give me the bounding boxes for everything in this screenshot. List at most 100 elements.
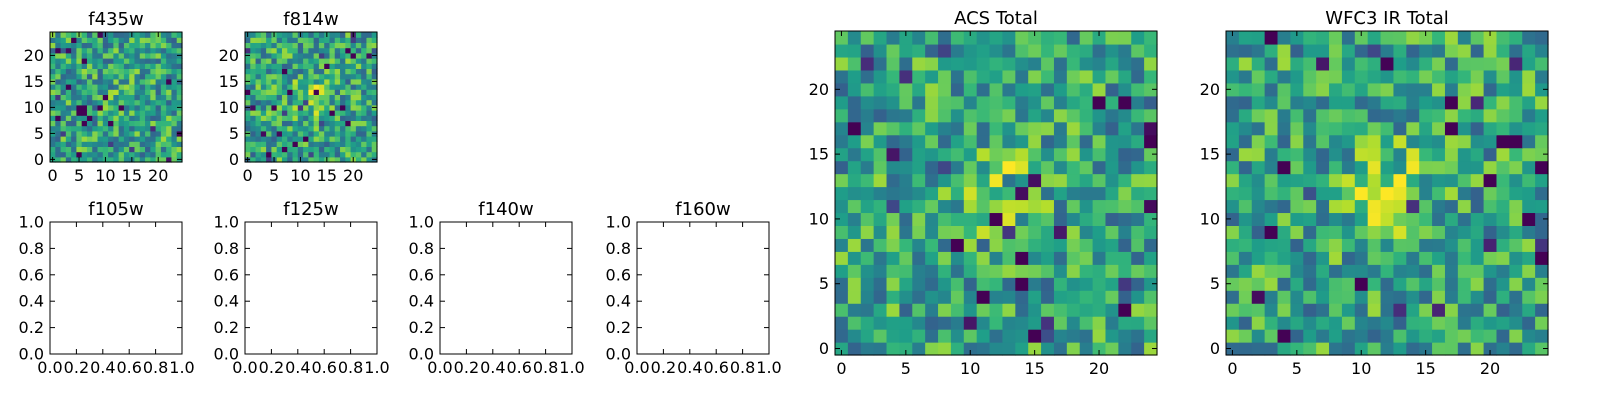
heatmap-cell: [361, 37, 368, 43]
heatmap-cell: [1380, 134, 1395, 149]
heatmap-cell: [129, 110, 136, 116]
heatmap-cell: [150, 125, 157, 132]
heatmap-cell: [1432, 121, 1446, 136]
heatmap-cell: [139, 37, 146, 43]
heatmap-cell: [118, 68, 125, 75]
y-tick-label: 10: [809, 209, 829, 228]
heatmap-cell: [276, 151, 283, 158]
heatmap-cell: [50, 136, 56, 142]
heatmap-cell: [1444, 121, 1459, 136]
heatmap-cell: [340, 115, 346, 121]
heatmap-cell: [245, 115, 251, 121]
heatmap-cell: [318, 94, 325, 101]
heatmap-cell: [287, 84, 294, 90]
heatmap-cell: [60, 141, 67, 147]
heatmap-cell: [1329, 147, 1343, 162]
heatmap-cell: [113, 58, 120, 64]
heatmap-cell: [313, 146, 320, 153]
heatmap-cell: [166, 130, 173, 137]
heatmap-cell: [71, 146, 77, 153]
heatmap-cell: [324, 78, 331, 85]
heatmap-cell: [371, 47, 378, 54]
heatmap-cell: [1131, 342, 1145, 356]
heatmap-cell: [963, 316, 978, 330]
heatmap-cell: [847, 69, 862, 84]
heatmap-cell: [176, 63, 183, 69]
heatmap-cell: [1316, 56, 1330, 71]
heatmap-cell: [71, 47, 77, 54]
heatmap-cell: [308, 136, 315, 142]
heatmap-cell: [1535, 316, 1549, 330]
heatmap-cell: [350, 52, 357, 59]
heatmap-cell: [313, 52, 320, 59]
heatmap-cell: [925, 225, 939, 239]
heatmap-cell: [108, 151, 114, 158]
heatmap-cell: [1118, 134, 1132, 149]
heatmap-cell: [938, 316, 952, 330]
heatmap-cell: [329, 58, 336, 64]
heatmap-cell: [303, 89, 309, 95]
heatmap-cell: [297, 68, 304, 75]
heatmap-cell: [1226, 316, 1240, 330]
heatmap-cell: [847, 264, 862, 278]
heatmap-cell: [350, 94, 357, 101]
heatmap-cell: [1041, 134, 1055, 149]
heatmap-cell: [345, 130, 352, 137]
heatmap-cell: [86, 47, 93, 54]
heatmap-cell: [1105, 134, 1119, 149]
heatmap-cell: [1264, 329, 1279, 343]
heatmap-cell: [60, 110, 67, 116]
heatmap-cell: [1238, 82, 1253, 97]
heatmap-cell: [1316, 160, 1330, 175]
heatmap-cell: [1483, 290, 1498, 304]
heatmap-cell: [1496, 277, 1510, 291]
heatmap-cell: [1105, 31, 1119, 45]
heatmap-cell: [345, 141, 352, 147]
heatmap-cell: [1380, 199, 1395, 214]
heatmap-cell: [886, 31, 900, 45]
heatmap-cell: [1028, 147, 1042, 162]
heatmap-cell: [176, 58, 183, 64]
heatmap-cell: [963, 186, 978, 201]
heatmap-cell: [308, 52, 315, 59]
heatmap-cell: [123, 37, 130, 43]
heatmap-cell: [899, 108, 913, 123]
heatmap-cell: [1470, 290, 1485, 304]
axes-frame: [636, 221, 770, 355]
heatmap-cell: [355, 47, 362, 54]
heatmap-cell: [113, 68, 120, 75]
x-tick-label: 10: [1351, 359, 1371, 378]
heatmap-cell: [1483, 303, 1498, 317]
heatmap-cell: [963, 173, 978, 188]
x-tick-label: 20: [343, 166, 363, 185]
heatmap-cell: [925, 264, 939, 278]
heatmap-cell: [1303, 251, 1317, 265]
heatmap-cell: [950, 303, 965, 317]
heatmap-cell: [1419, 329, 1433, 343]
heatmap-cell: [171, 110, 178, 116]
heatmap-cell: [1341, 290, 1356, 304]
heatmap-cell: [76, 104, 83, 111]
heatmap-cell: [976, 212, 991, 226]
heatmap-cell: [250, 84, 257, 90]
heatmap-cell: [60, 136, 67, 142]
heatmap-cell: [308, 73, 315, 80]
heatmap-cell: [281, 42, 288, 49]
heatmap-cell: [1015, 186, 1029, 201]
heatmap-cell: [1367, 212, 1382, 226]
heatmap-cell: [1238, 147, 1253, 162]
heatmap-cell: [1028, 277, 1042, 291]
heatmap-cell: [250, 141, 257, 147]
heatmap-cell: [155, 141, 162, 147]
heatmap-cell: [260, 89, 267, 95]
heatmap-cell: [150, 146, 157, 153]
heatmap-cell: [303, 42, 309, 49]
heatmap-cell: [1483, 43, 1498, 58]
heatmap-cell: [318, 115, 325, 121]
heatmap-cell: [76, 63, 83, 69]
heatmap-cell: [292, 84, 299, 90]
heatmap-cell: [873, 108, 888, 123]
heatmap-cell: [171, 125, 178, 132]
heatmap-cell: [1329, 290, 1343, 304]
x-tick-label: 0.8: [730, 358, 755, 377]
